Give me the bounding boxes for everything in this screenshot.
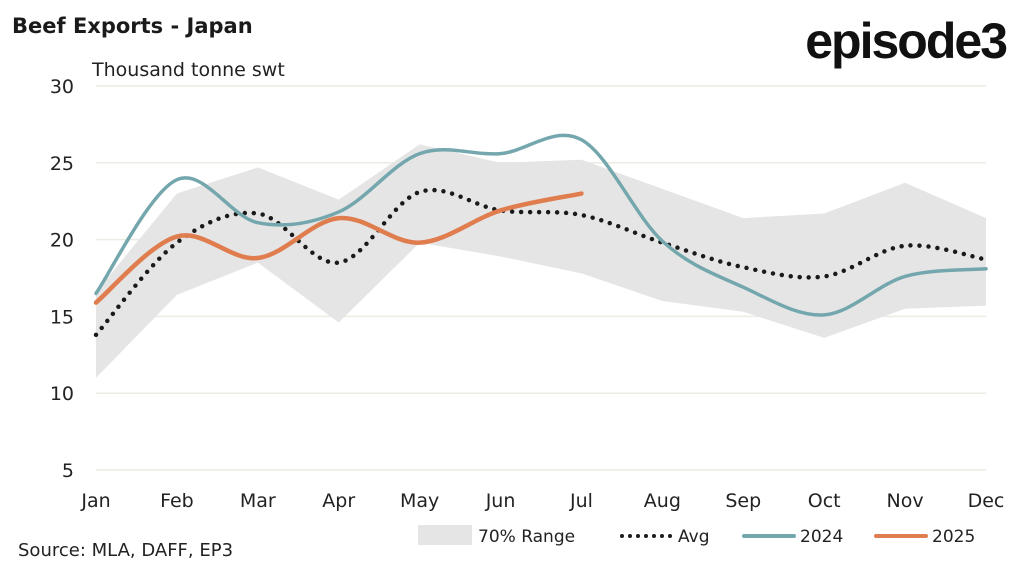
x-tick-label: Feb — [160, 490, 194, 512]
x-tick-label: Dec — [968, 490, 1005, 512]
y-tick-label: 25 — [50, 153, 74, 175]
series-line-2025 — [93, 191, 584, 305]
y-tick-label: 30 — [50, 76, 74, 98]
legend-label-2024: 2024 — [800, 527, 843, 547]
legend-label-range: 70% Range — [478, 527, 575, 547]
y-tick-label: 20 — [50, 230, 74, 252]
episode3-logo: episode3 — [805, 13, 1008, 69]
x-tick-label: Apr — [322, 490, 355, 512]
x-tick-label: Jul — [569, 490, 593, 512]
legend-label-avg: Avg — [678, 527, 710, 547]
x-tick-label: Jun — [485, 490, 516, 512]
y-axis-label: Thousand tonne swt — [91, 59, 285, 81]
series-line-2024 — [94, 133, 988, 317]
range-band — [96, 144, 986, 378]
x-tick-label: Jan — [80, 490, 110, 512]
x-tick-label: Oct — [808, 490, 841, 512]
chart-title: Beef Exports - Japan — [12, 14, 253, 38]
legend-swatch-range — [418, 525, 472, 545]
x-tick-label: Mar — [240, 490, 276, 512]
x-tick-label: May — [400, 490, 439, 512]
x-tick-label: Nov — [887, 490, 924, 512]
x-tick-label: Sep — [725, 490, 761, 512]
series-line-avg — [93, 187, 989, 338]
x-tick-label: Aug — [644, 490, 681, 512]
y-tick-label: 15 — [50, 306, 74, 328]
legend-label-2025: 2025 — [932, 527, 975, 547]
y-tick-label: 10 — [50, 383, 74, 405]
y-tick-label: 5 — [62, 460, 74, 482]
source-note: Source: MLA, DAFF, EP3 — [18, 540, 234, 561]
